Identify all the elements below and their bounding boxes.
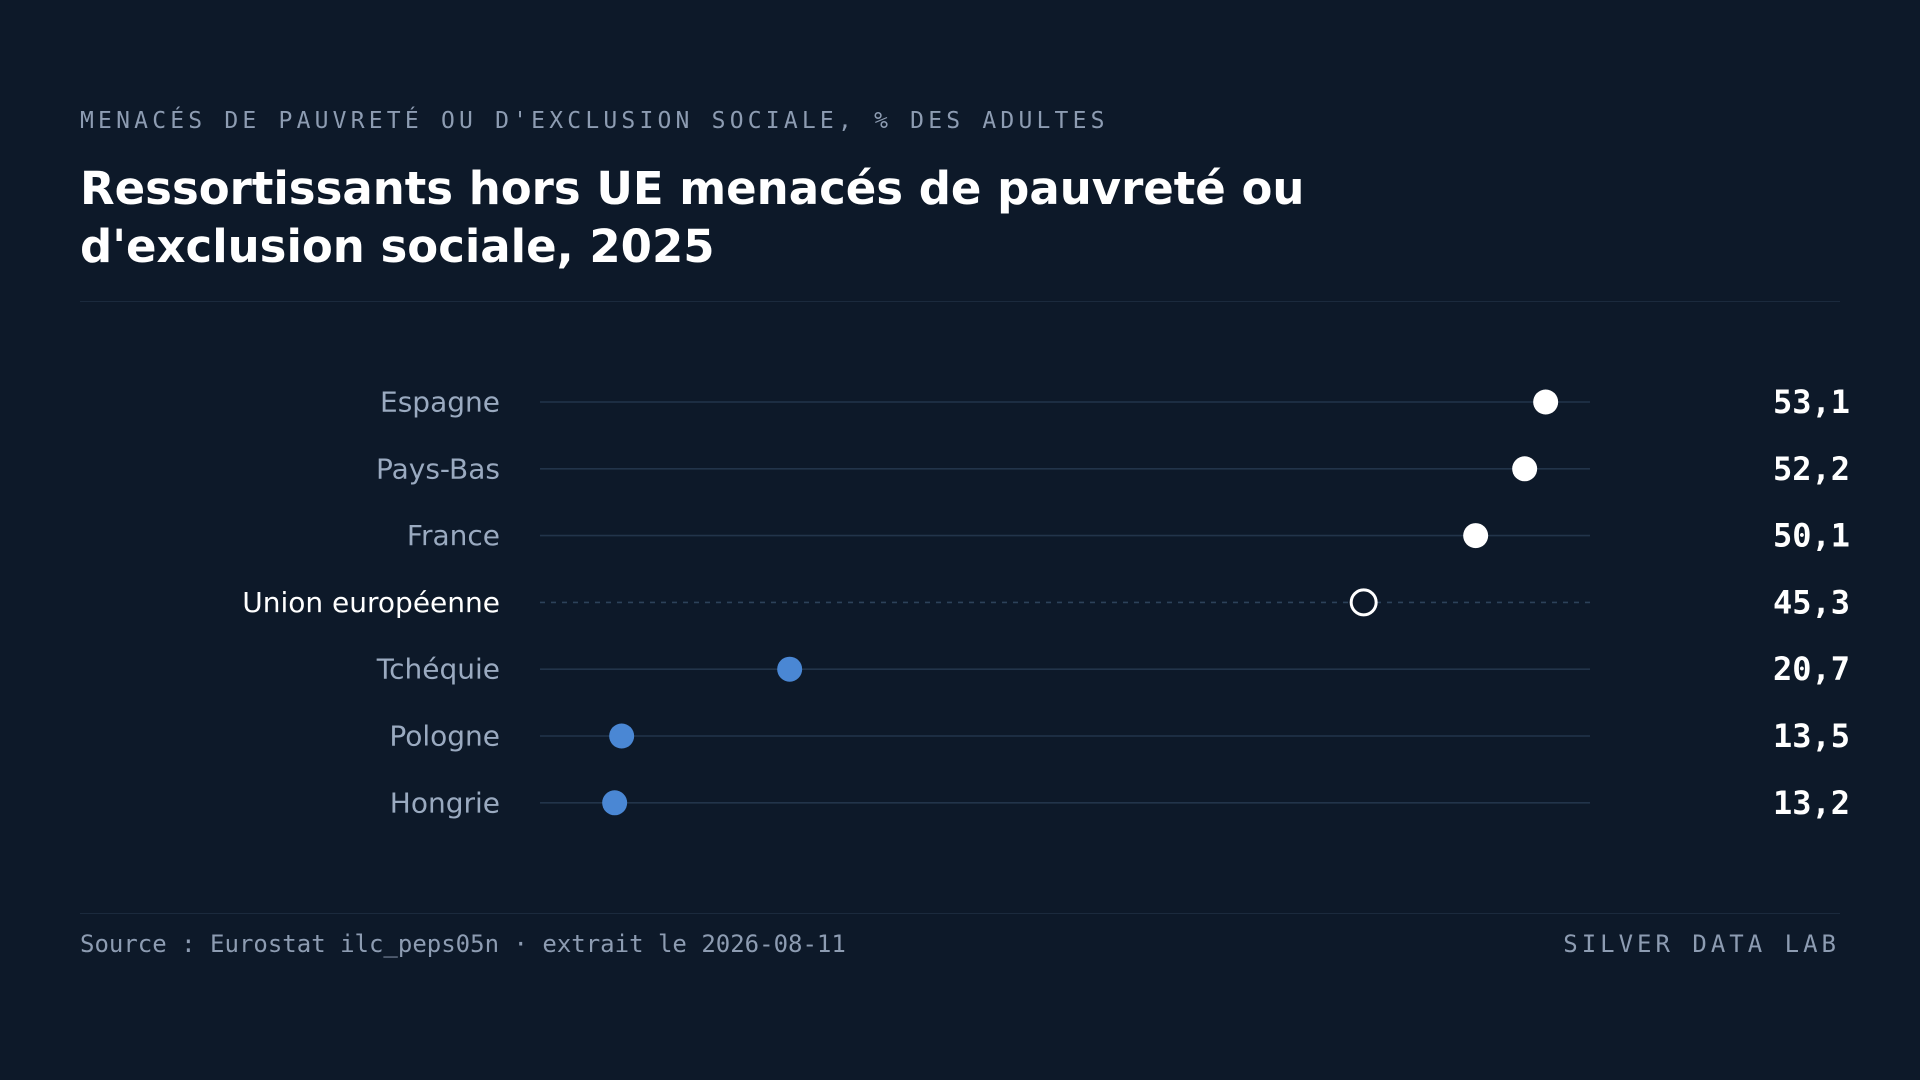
value-label: 20,7 — [1773, 650, 1850, 688]
value-label: 53,1 — [1773, 383, 1850, 421]
data-dot — [1533, 389, 1559, 415]
value-label: 50,1 — [1773, 517, 1850, 555]
brand-label: SILVER DATA LAB — [1563, 930, 1840, 958]
data-dot — [777, 656, 803, 682]
category-label: Hongrie — [390, 786, 500, 819]
category-label: Pologne — [389, 720, 500, 753]
data-dot — [602, 790, 628, 816]
category-label: France — [407, 519, 500, 552]
category-label: Pays-Bas — [376, 452, 500, 485]
data-dot — [1512, 456, 1538, 482]
value-label: 13,5 — [1773, 717, 1850, 755]
source-note: Source : Eurostat ilc_peps05n · extrait … — [80, 930, 846, 958]
data-dot — [609, 723, 635, 749]
category-label: Union européenne — [242, 586, 500, 619]
value-label: 52,2 — [1773, 450, 1850, 488]
value-label: 45,3 — [1773, 583, 1850, 621]
data-dot — [1463, 523, 1489, 549]
value-label: 13,2 — [1773, 784, 1850, 822]
reference-dot — [1349, 588, 1378, 617]
header-divider — [80, 301, 1840, 302]
category-label: Espagne — [380, 386, 500, 419]
chart-kicker: MENACÉS DE PAUVRETÉ OU D'EXCLUSION SOCIA… — [80, 108, 1109, 134]
footer-divider — [80, 913, 1840, 914]
chart-title: Ressortissants hors UE menacés de pauvre… — [80, 162, 1305, 273]
category-label: Tchéquie — [376, 653, 500, 686]
